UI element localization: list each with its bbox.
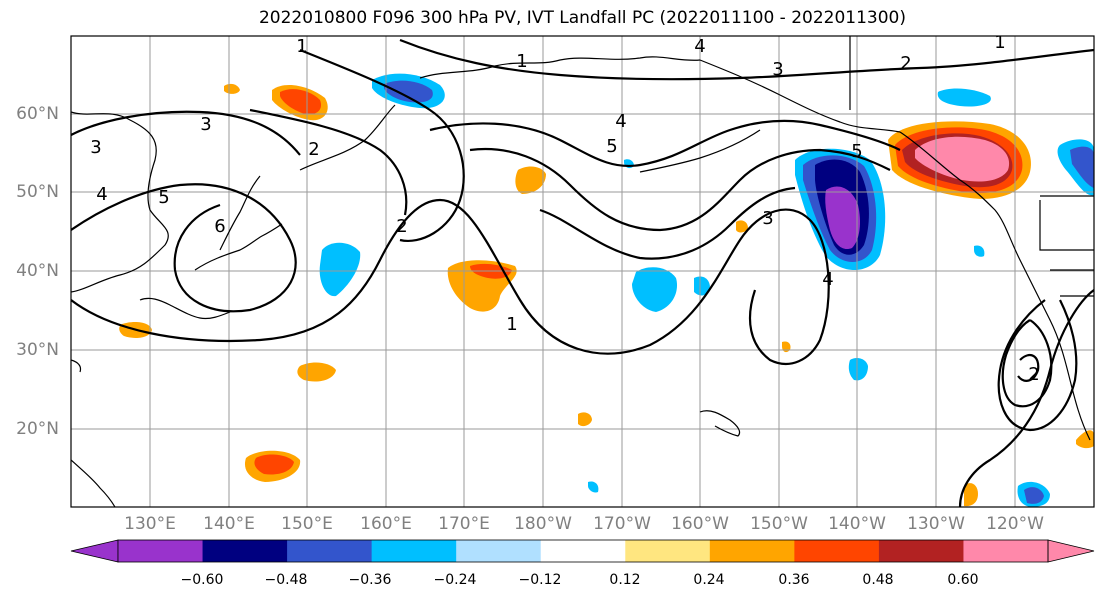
colorbar-tick-label: −0.48 [264, 572, 308, 588]
colorbar-tick-label: 0.24 [693, 572, 725, 588]
lat-label-30n: 30°N [16, 340, 59, 360]
contour-label: 4 [96, 184, 107, 205]
colorbar-frame [117, 539, 1049, 563]
colorbar-extend-low [70, 539, 119, 563]
colorbar-tick-label: 0.36 [778, 572, 810, 588]
lon-label-170e: 170°E [438, 514, 490, 534]
contour-label: 1 [994, 32, 1005, 53]
contour-label: 2 [900, 53, 911, 74]
lon-label-130w: 130°W [907, 514, 965, 534]
colorbar-swatch [456, 540, 542, 562]
lon-label-160e: 160°E [360, 514, 412, 534]
colorbar-tick-label: 0.48 [862, 572, 894, 588]
lat-label-20n: 20°N [16, 419, 59, 439]
contour-label: 2 [1028, 364, 1039, 385]
colorbar-tick-label: −0.24 [433, 572, 477, 588]
colorbar-swatch [625, 540, 711, 562]
colorbar-tick-label: 0.60 [947, 572, 979, 588]
contour-label: 3 [90, 137, 101, 158]
colorbar-swatch [371, 540, 457, 562]
map-title: 2022010800 F096 300 hPa PV, IVT Landfall… [258, 8, 906, 28]
contour-label: 5 [606, 136, 617, 157]
colorbar-tick-label: −0.36 [348, 572, 392, 588]
lon-label-180w: 180°W [514, 514, 572, 534]
lon-label-140w: 140°W [828, 514, 886, 534]
map-frame [70, 35, 1095, 508]
contour-label: 5 [158, 187, 169, 208]
colorbar-swatch [963, 540, 1049, 562]
lon-label-140e: 140°E [203, 514, 255, 534]
contour-label: 4 [822, 269, 833, 290]
contour-label: 5 [851, 141, 862, 162]
colorbar-tick-label: 0.12 [609, 572, 641, 588]
contour-label: 3 [200, 114, 211, 135]
contour-label: 2 [308, 139, 319, 160]
contour-label: 6 [214, 216, 225, 237]
lon-label-160w: 160°W [671, 514, 729, 534]
colorbar-swatch [202, 540, 288, 562]
colorbar-swatch [878, 540, 964, 562]
lat-label-40n: 40°N [16, 261, 59, 281]
coastlines [71, 36, 1094, 507]
lon-label-130e: 130°E [124, 514, 176, 534]
contour-label: 1 [296, 36, 307, 57]
colorbar-swatch [709, 540, 795, 562]
lat-label-50n: 50°N [16, 182, 59, 202]
contour-label: 2 [396, 216, 407, 237]
colorbar-swatch [287, 540, 373, 562]
pv-contours [71, 38, 1094, 507]
lon-label-150w: 150°W [750, 514, 808, 534]
contour-label: 4 [615, 111, 626, 132]
contour-label: 3 [772, 59, 783, 80]
lat-label-60n: 60°N [16, 104, 59, 124]
contour-label: 1 [506, 314, 517, 335]
colorbar-swatch [794, 540, 880, 562]
colorbar-tick-label: −0.12 [518, 572, 562, 588]
lon-label-150e: 150°E [281, 514, 333, 534]
colorbar-swatch [540, 540, 626, 562]
lon-label-120w: 120°W [986, 514, 1044, 534]
colorbar [70, 539, 1095, 563]
colorbar-tick-label: −0.60 [180, 572, 224, 588]
pc-shading [119, 73, 1094, 507]
contour-label: 4 [694, 36, 705, 57]
lon-label-170w: 170°W [593, 514, 651, 534]
contour-label: 1 [516, 51, 527, 72]
colorbar-extend-high [1047, 539, 1095, 563]
contour-label: 3 [762, 208, 773, 229]
colorbar-swatch [118, 540, 204, 562]
